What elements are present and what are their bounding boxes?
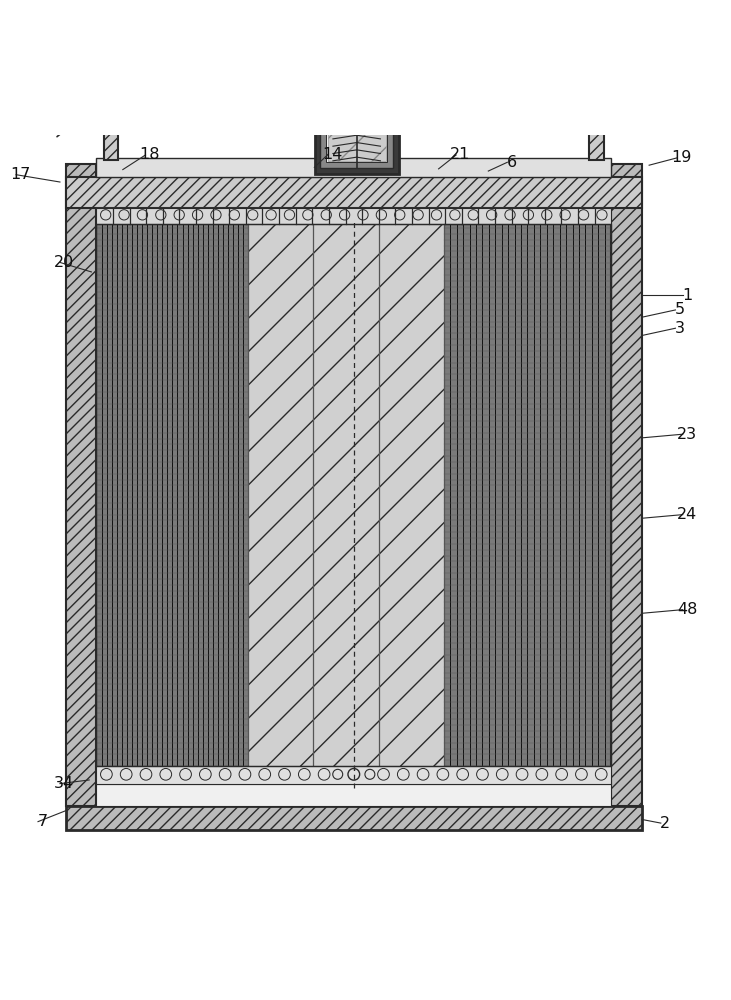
Text: 48: 48 bbox=[677, 602, 697, 617]
Bar bbox=[104, 113, 118, 160]
Bar bbox=[96, 207, 611, 212]
Bar bbox=[66, 164, 96, 806]
Text: 2: 2 bbox=[660, 816, 670, 831]
Text: 18: 18 bbox=[140, 147, 160, 162]
Bar bbox=[589, 113, 604, 160]
Text: 19: 19 bbox=[671, 150, 692, 165]
Text: 1: 1 bbox=[682, 288, 692, 303]
Bar bbox=[66, 177, 642, 208]
Text: 21: 21 bbox=[450, 147, 471, 162]
Text: 3: 3 bbox=[675, 321, 685, 336]
Bar bbox=[249, 224, 444, 766]
Bar bbox=[320, 125, 393, 168]
Bar bbox=[611, 164, 642, 806]
Bar bbox=[102, 105, 121, 113]
Text: 7: 7 bbox=[37, 814, 48, 829]
Text: 24: 24 bbox=[677, 507, 697, 522]
Text: 34: 34 bbox=[54, 776, 75, 791]
Bar bbox=[96, 208, 611, 224]
Bar bbox=[96, 158, 611, 177]
Text: 23: 23 bbox=[677, 427, 697, 442]
Bar bbox=[96, 784, 611, 806]
Bar bbox=[96, 224, 611, 766]
Bar bbox=[444, 224, 611, 766]
Text: 14: 14 bbox=[322, 147, 343, 162]
Bar bbox=[314, 119, 398, 174]
Bar bbox=[96, 224, 249, 766]
Bar bbox=[66, 806, 642, 830]
Bar bbox=[326, 128, 387, 162]
Text: 5: 5 bbox=[675, 302, 685, 317]
Bar bbox=[96, 766, 611, 784]
Text: 6: 6 bbox=[507, 155, 517, 170]
Text: 20: 20 bbox=[54, 255, 75, 270]
Bar bbox=[327, 129, 385, 161]
Text: 17: 17 bbox=[10, 167, 31, 182]
Bar bbox=[587, 105, 606, 113]
